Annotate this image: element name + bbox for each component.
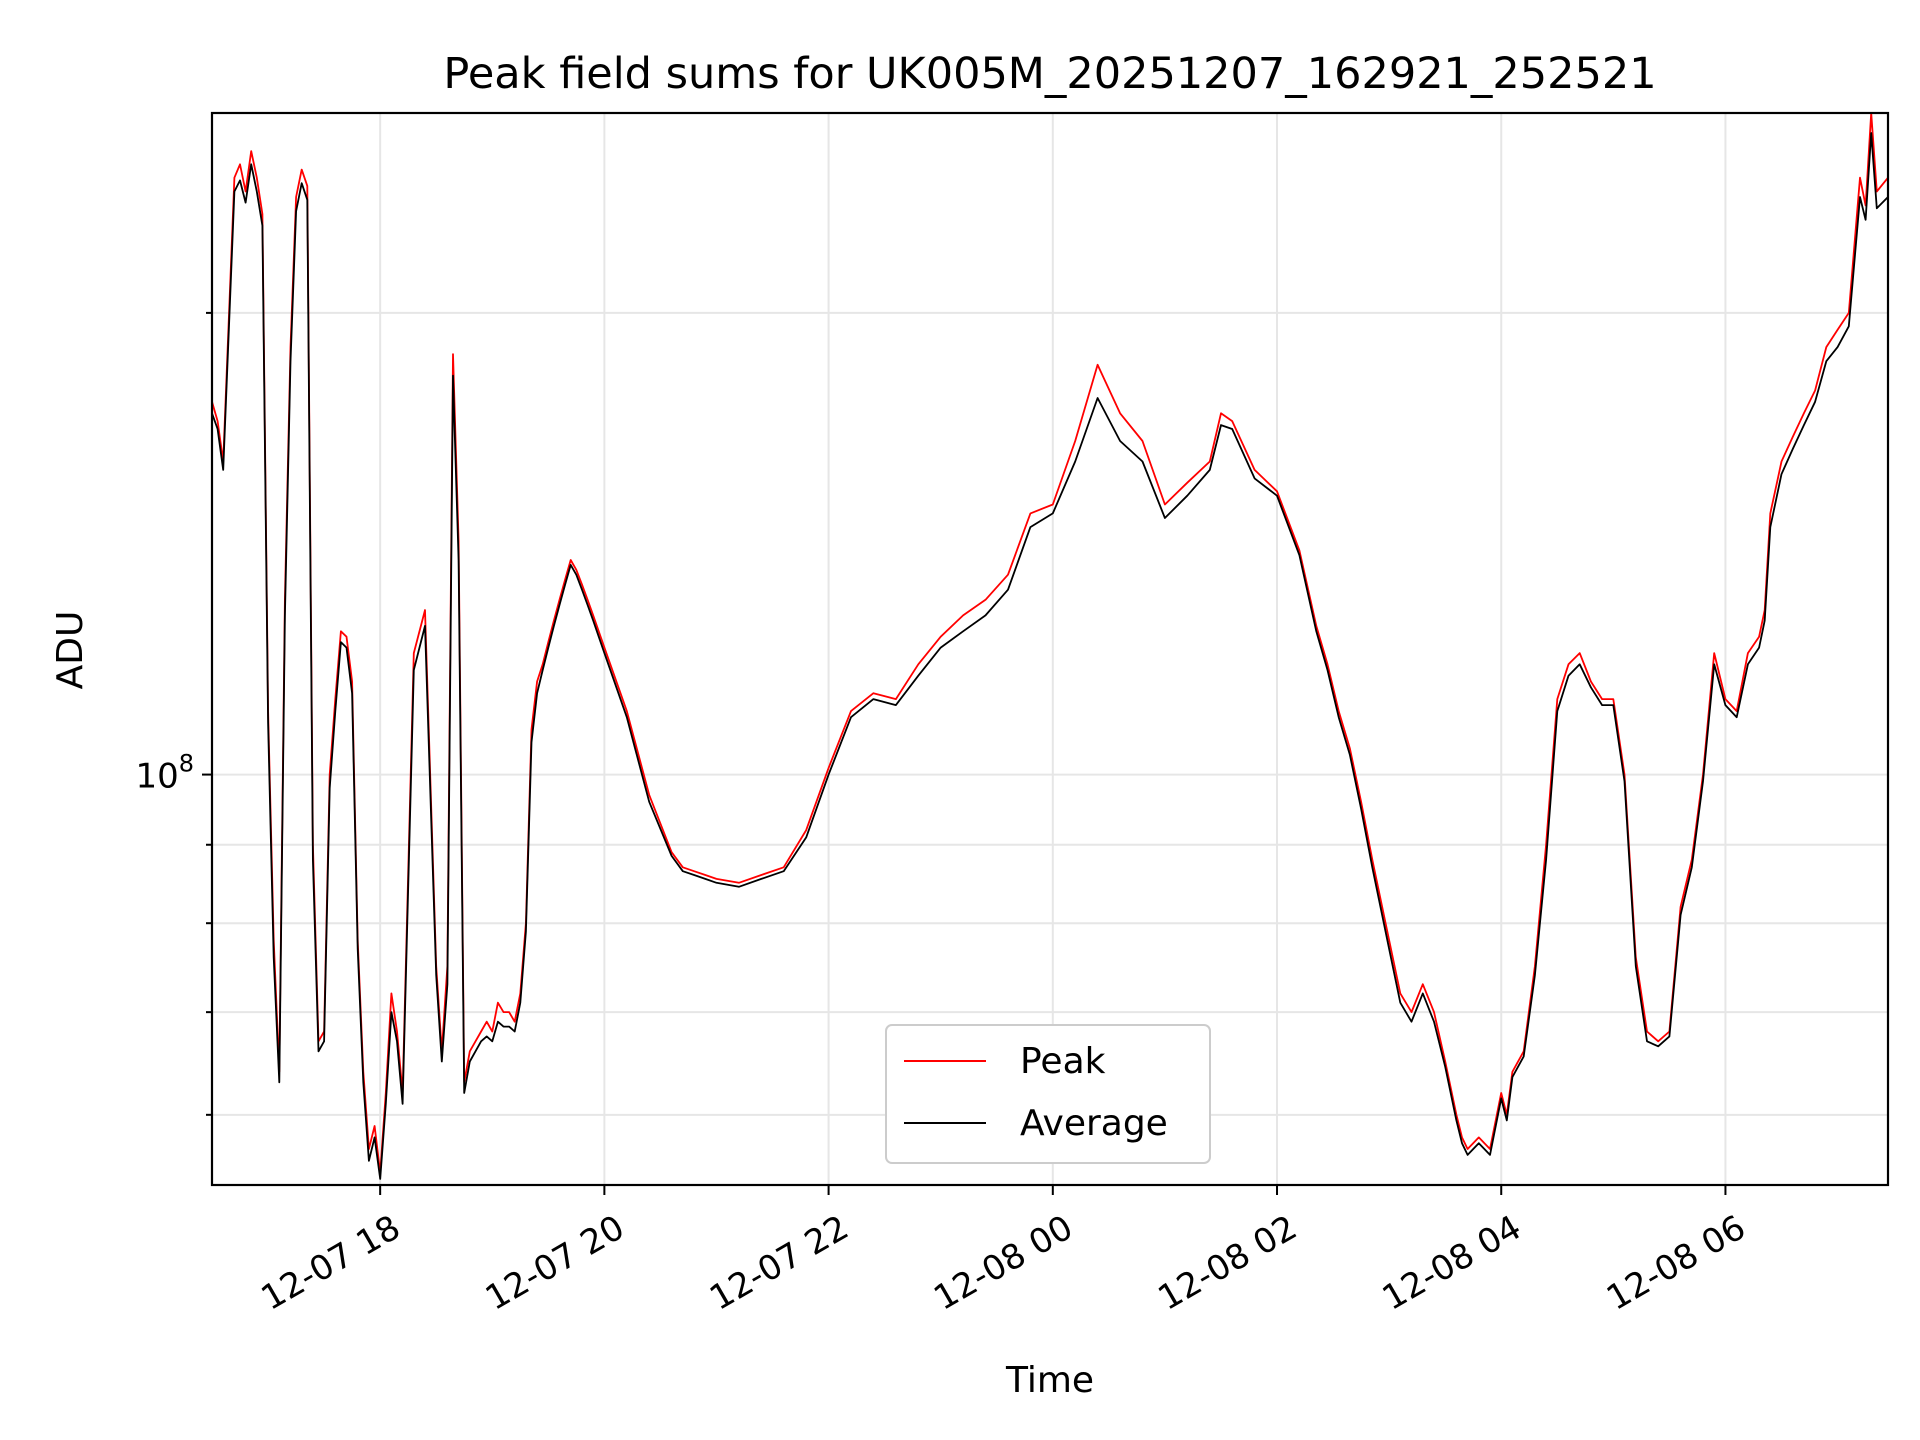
plot-frame (210, 111, 1890, 1187)
series-layer (211, 112, 1889, 1180)
grid-lines (212, 113, 1888, 1185)
legend-box (885, 1024, 1211, 1164)
legend-label-peak: Peak (1020, 1041, 1106, 1082)
y-tick-label: 108 (135, 750, 194, 797)
x-axis-label: Time (1005, 1360, 1094, 1401)
chart-title: Peak field sums for UK005M_20251207_1629… (443, 49, 1656, 99)
y-axis-label: ADU (50, 611, 91, 690)
series-line-average (211, 132, 1889, 1180)
legend-label-average: Average (1020, 1103, 1168, 1144)
legend: Peak Average (885, 1024, 1211, 1164)
